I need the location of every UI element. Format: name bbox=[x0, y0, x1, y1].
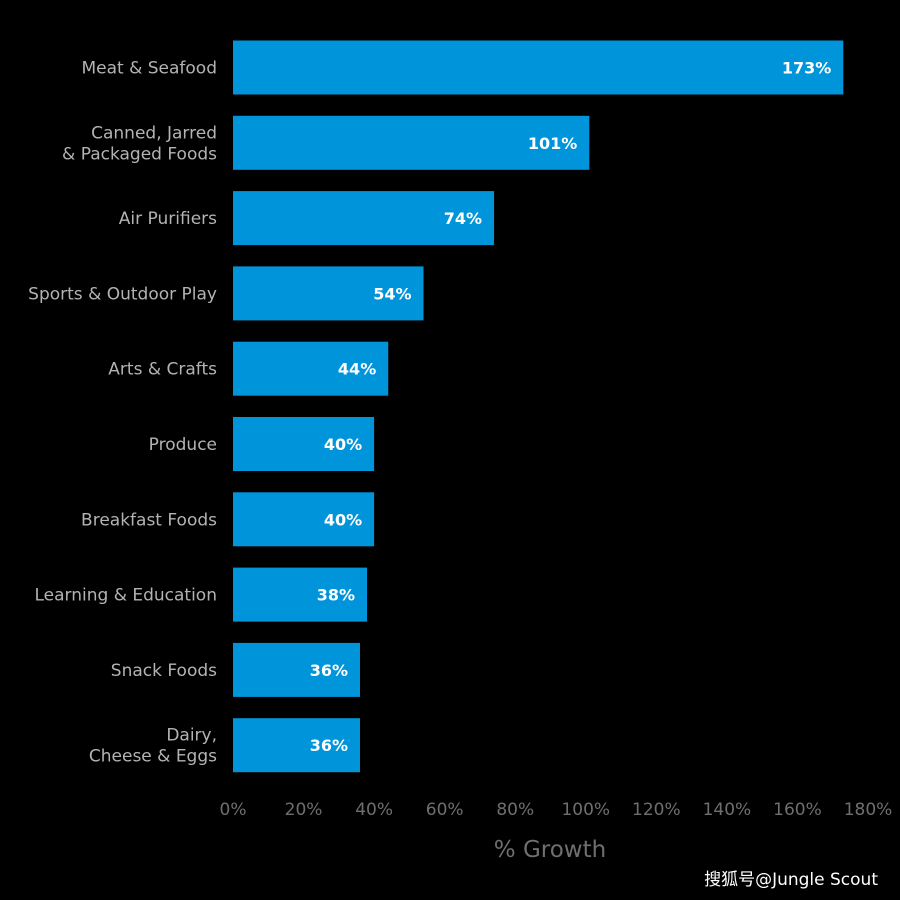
bar-value-label: 40% bbox=[324, 510, 362, 529]
category-label: Canned, Jarred bbox=[91, 123, 217, 143]
category-label: Snack Foods bbox=[111, 661, 217, 681]
category-label: Sports & Outdoor Play bbox=[28, 284, 217, 304]
x-tick-label: 20% bbox=[285, 800, 323, 820]
category-label: Air Purifiers bbox=[119, 209, 217, 229]
x-tick-label: 100% bbox=[561, 800, 610, 820]
x-tick-label: 140% bbox=[703, 800, 752, 820]
bars-group bbox=[233, 40, 844, 773]
x-tick-label: 120% bbox=[632, 800, 681, 820]
category-labels-group: Meat & Seafood Canned, Jarred& Packaged F… bbox=[28, 59, 217, 767]
bar bbox=[233, 341, 389, 396]
value-labels-group: 173% 101% 74% 54% 44% 40% 40% 38% 36% 36% bbox=[310, 59, 832, 756]
bar-value-label: 173% bbox=[782, 59, 831, 78]
category-label: Produce bbox=[149, 435, 217, 455]
bar bbox=[233, 266, 424, 321]
bar bbox=[233, 718, 360, 773]
bar bbox=[233, 191, 495, 246]
category-label: Dairy, bbox=[166, 726, 217, 746]
bar bbox=[233, 492, 375, 547]
category-label: Meat & Seafood bbox=[81, 59, 217, 79]
bar bbox=[233, 417, 375, 471]
x-tick-label: 160% bbox=[773, 800, 822, 820]
bar bbox=[233, 115, 590, 170]
category-label: Breakfast Foods bbox=[81, 510, 217, 530]
bar-value-label: 54% bbox=[373, 284, 411, 303]
x-tick-label: 180% bbox=[844, 800, 893, 820]
bar bbox=[233, 567, 368, 622]
x-tick-label: 80% bbox=[496, 800, 534, 820]
watermark: 搜狐号@Jungle Scout bbox=[704, 870, 878, 890]
x-tick-label: 60% bbox=[426, 800, 464, 820]
bar bbox=[233, 40, 844, 95]
bar-value-label: 44% bbox=[338, 360, 376, 379]
bar bbox=[233, 642, 360, 697]
x-tick-label: 40% bbox=[355, 800, 393, 820]
bar-value-label: 40% bbox=[324, 435, 362, 454]
bar-value-label: 36% bbox=[310, 736, 348, 755]
x-axis-title: % Growth bbox=[494, 837, 606, 863]
x-axis-ticks-group: 0% 20% 40% 60% 80% 100% 120% 140% 160% 180% bbox=[220, 800, 893, 820]
bar-value-label: 101% bbox=[528, 134, 577, 153]
category-label: & Packaged Foods bbox=[62, 144, 217, 164]
category-label: Cheese & Eggs bbox=[89, 747, 217, 767]
bar-value-label: 36% bbox=[310, 661, 348, 680]
bar-value-label: 38% bbox=[317, 586, 355, 605]
bar-value-label: 74% bbox=[444, 209, 482, 228]
category-label: Arts & Crafts bbox=[108, 360, 217, 380]
category-label: Learning & Education bbox=[34, 586, 217, 606]
x-tick-label: 0% bbox=[220, 800, 247, 820]
